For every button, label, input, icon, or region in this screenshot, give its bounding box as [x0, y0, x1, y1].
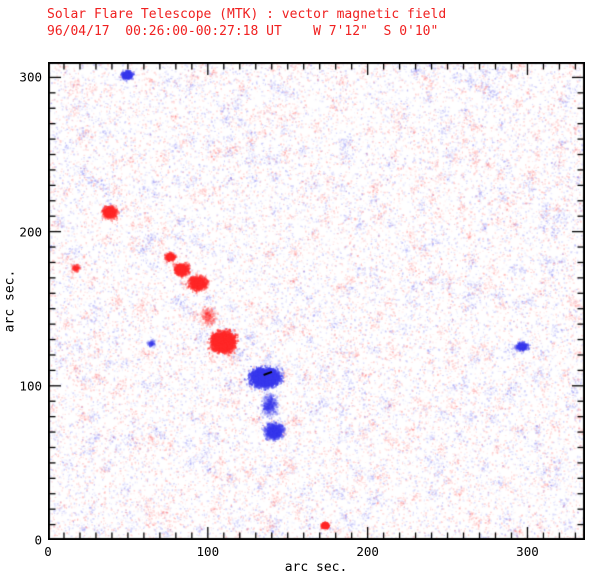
figure-subtitle: 96/04/17 00:26:00-00:27:18 UT W 7'12" S …	[47, 24, 439, 39]
x-tick-label: 200	[356, 544, 379, 559]
x-tick-label: 100	[196, 544, 220, 559]
y-tick-label: 300	[19, 69, 42, 85]
y-tick-label: 200	[19, 224, 42, 240]
y-tick-label: 0	[34, 532, 42, 548]
x-axis-label: arc sec.	[284, 560, 348, 575]
figure-title: Solar Flare Telescope (MTK) : vector mag…	[47, 7, 447, 22]
magnetogram-canvas	[48, 62, 585, 540]
y-axis-label: arc sec.	[2, 269, 18, 333]
x-tick-label: 0	[44, 544, 52, 559]
y-tick-label: 100	[19, 378, 42, 394]
x-tick-label: 300	[516, 544, 539, 559]
